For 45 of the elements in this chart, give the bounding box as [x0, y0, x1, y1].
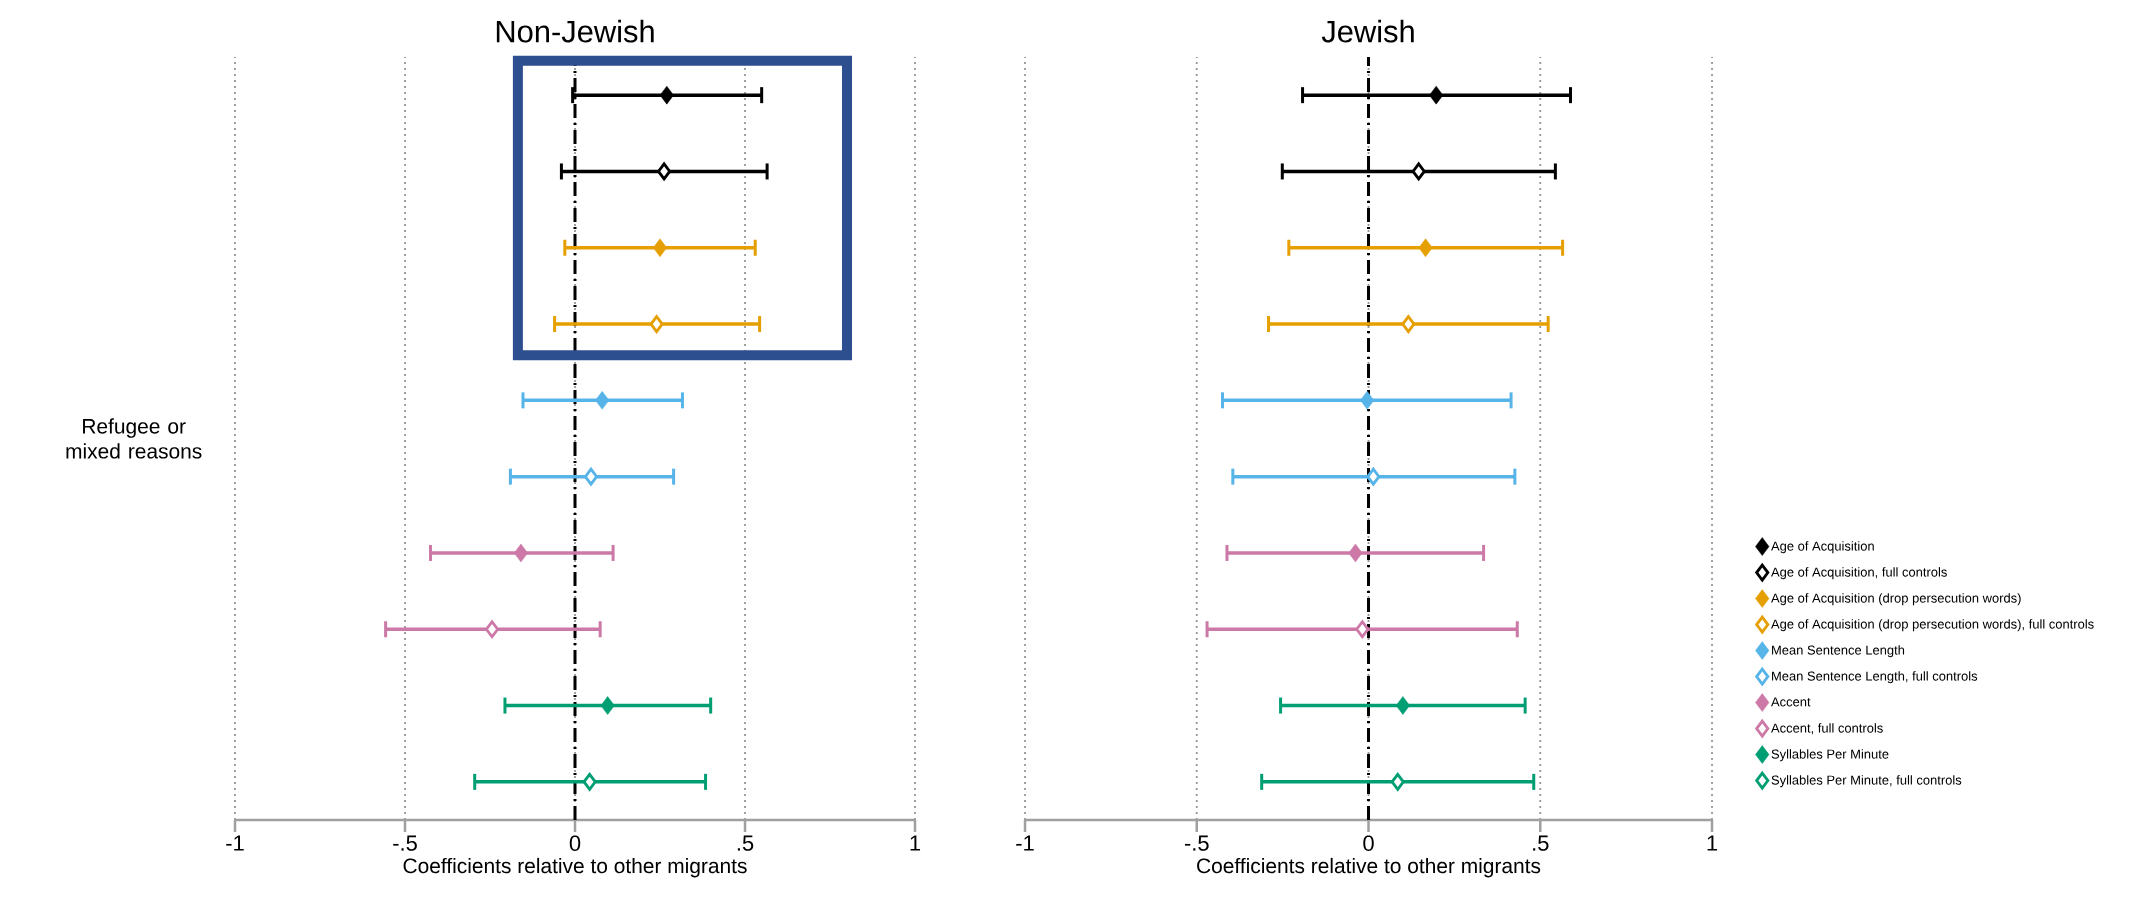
chart-title: Non-Jewish: [496, 19, 654, 43]
x-tick-label: .5: [737, 835, 754, 851]
point: [1418, 238, 1433, 257]
x-axis-title: Coefficients relative to other migrants: [1197, 857, 1541, 878]
point: [513, 543, 528, 563]
y-axis-title: Refugee or mixed reasons: [66, 418, 202, 459]
legend-label: Syllables Per Minute, full controls: [1771, 775, 1962, 788]
legend-label: Age of Acquisition (drop persecution words), full controls: [1771, 619, 2094, 632]
point: [1366, 467, 1381, 486]
point: [595, 391, 610, 410]
point: [485, 620, 500, 639]
point: [583, 467, 599, 486]
point: [1360, 391, 1375, 410]
x-axis-title: Coefficients relative to other migrants: [403, 857, 747, 878]
point: [600, 696, 615, 715]
legend-label: Accent, full controls: [1771, 723, 1883, 735]
point: [649, 315, 664, 333]
legend-label: Accent: [1771, 697, 1811, 707]
x-tick-label: -1: [1016, 835, 1034, 851]
x-tick-label: 1: [1707, 835, 1718, 851]
point: [1390, 772, 1405, 791]
point: [1401, 315, 1416, 333]
x-tick-label: -.5: [1184, 835, 1209, 851]
legend-label: Syllables Per Minute: [1771, 749, 1889, 762]
point: [1355, 620, 1370, 639]
x-tick-label: -.5: [393, 835, 417, 851]
point: [659, 85, 674, 105]
point: [1395, 696, 1410, 715]
legend-label: Age of Acquisition (drop persecution words): [1771, 593, 2021, 606]
point: [653, 238, 668, 257]
legend-label: Mean Sentence Length: [1772, 645, 1905, 658]
legend-label: Mean Sentence Length, full controls: [1772, 671, 1978, 684]
chart-title: Jewish: [1321, 19, 1414, 43]
x-tick-label: .5: [1533, 835, 1549, 851]
legend-label: Age of Acquisition: [1771, 541, 1874, 554]
x-tick-label: 1: [910, 835, 921, 851]
point: [657, 162, 672, 181]
x-tick-label: 0: [569, 835, 581, 852]
x-tick-label: 0: [1363, 835, 1374, 852]
x-tick-label: -1: [226, 835, 244, 851]
legend-label: Age of Acquisition, full controls: [1771, 567, 1947, 580]
point: [1348, 543, 1363, 563]
point: [582, 772, 597, 791]
point: [1411, 162, 1426, 181]
point: [1429, 85, 1444, 105]
